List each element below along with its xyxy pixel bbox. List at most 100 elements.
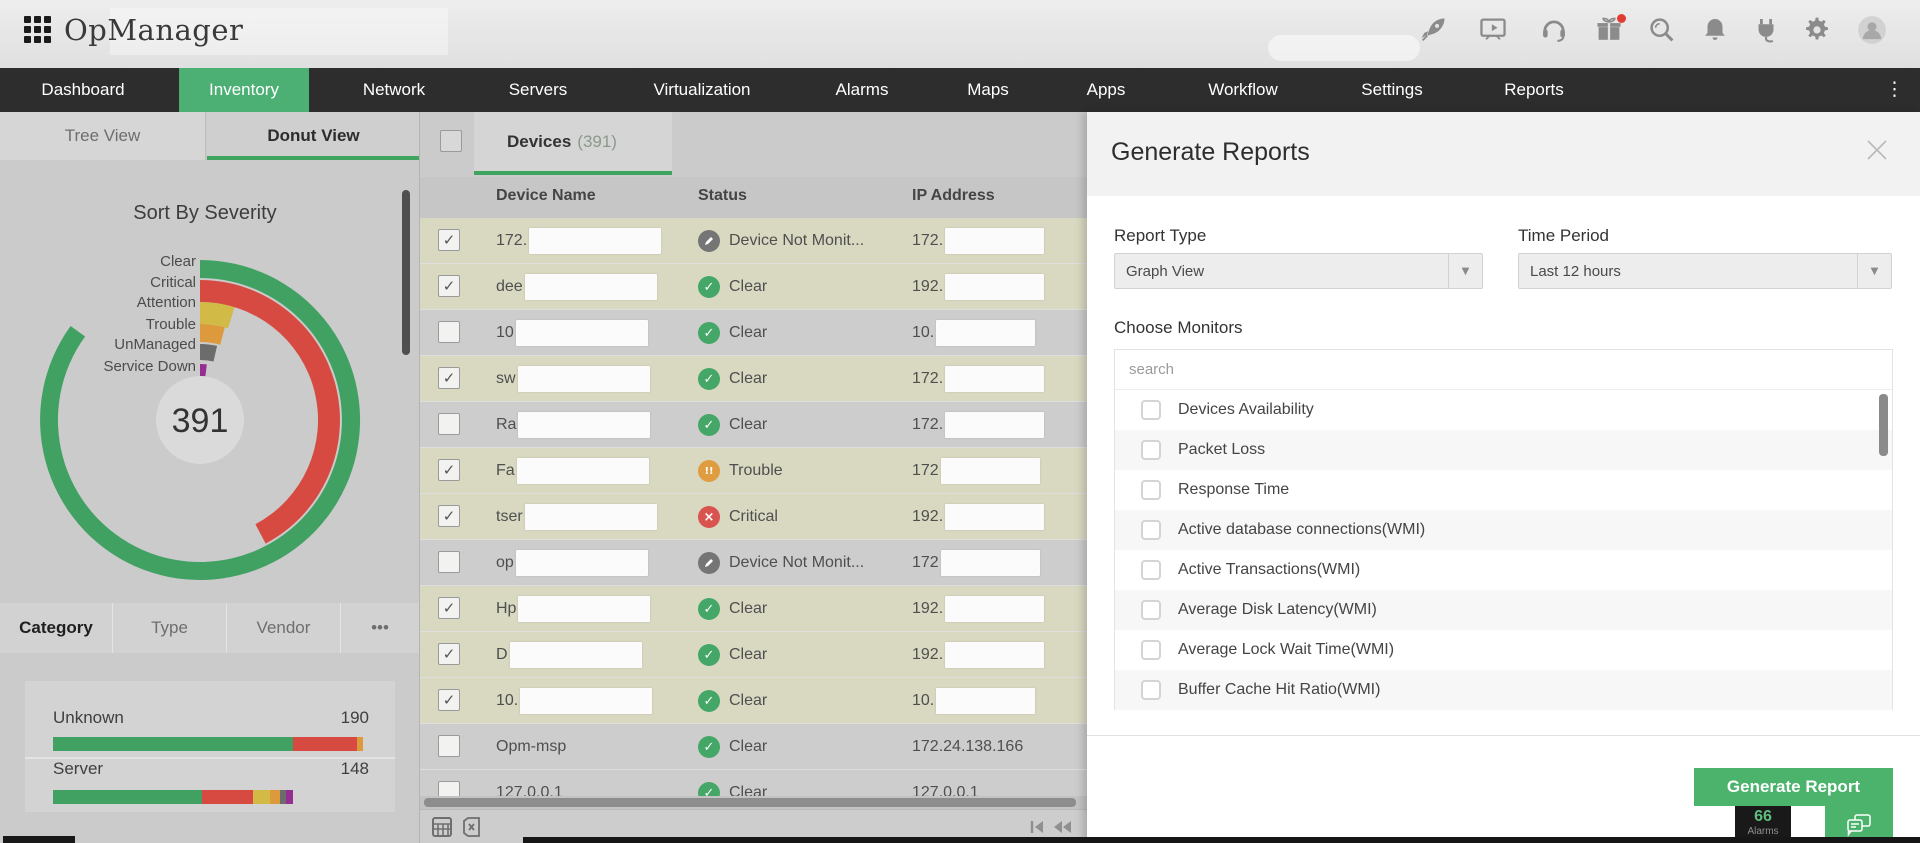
- monitor-checkbox[interactable]: [1141, 520, 1161, 540]
- table-row[interactable]: ✓ 10. ✓ Clear 10.: [420, 678, 1087, 724]
- row-checkbox[interactable]: ✓: [438, 459, 460, 481]
- row-checkbox[interactable]: ✓: [438, 367, 460, 389]
- nav-item-dashboard[interactable]: Dashboard: [41, 80, 125, 99]
- gift-icon[interactable]: [1591, 12, 1627, 48]
- row-checkbox[interactable]: ✓: [438, 597, 460, 619]
- presentation-icon[interactable]: [1475, 12, 1511, 48]
- search-icon[interactable]: [1644, 12, 1680, 48]
- donut-segment-trouble[interactable]: [200, 324, 225, 345]
- monitor-checkbox[interactable]: [1141, 400, 1161, 420]
- donut-segment-attention[interactable]: [200, 302, 235, 329]
- column-ip-address[interactable]: IP Address: [912, 187, 995, 204]
- donut-segment-critical[interactable]: [200, 280, 340, 544]
- monitor-label: Response Time: [1178, 481, 1290, 498]
- table-row[interactable]: ✓ D ✓ Clear 192.: [420, 632, 1087, 678]
- monitor-row[interactable]: Average Lock Wait Time(WMI): [1115, 630, 1892, 670]
- table-row[interactable]: Opm-msp ✓ Clear 172.24.138.166: [420, 724, 1087, 770]
- pagination-first-page-icon[interactable]: [1028, 818, 1046, 836]
- nav-item-apps[interactable]: Apps: [1086, 80, 1126, 99]
- pagination-previous-page-icon[interactable]: [1052, 818, 1072, 836]
- nav-item-virtualization[interactable]: Virtualization: [653, 80, 751, 99]
- app-launcher-grid-icon[interactable]: [24, 16, 51, 43]
- cat-tab-category[interactable]: Category: [0, 603, 113, 653]
- nav-item-maps[interactable]: Maps: [967, 80, 1009, 99]
- headset-icon[interactable]: [1536, 12, 1572, 48]
- table-row[interactable]: ✓ Hp ✓ Clear 192.: [420, 586, 1087, 632]
- support-chat-button[interactable]: [1825, 806, 1893, 843]
- monitor-checkbox[interactable]: [1141, 640, 1161, 660]
- cat-tab-more[interactable]: •••: [341, 603, 420, 653]
- monitors-scrollbar[interactable]: [1879, 394, 1888, 456]
- donut-segment-service-down[interactable]: [200, 363, 207, 377]
- monitor-row[interactable]: Response Time: [1115, 470, 1892, 510]
- row-checkbox[interactable]: ✓: [438, 643, 460, 665]
- monitor-checkbox[interactable]: [1141, 600, 1161, 620]
- left-panel-scrollbar[interactable]: [402, 190, 410, 355]
- nav-item-reports[interactable]: Reports: [1504, 80, 1564, 99]
- plug-icon[interactable]: [1748, 12, 1784, 48]
- rocket-icon[interactable]: [1415, 12, 1451, 48]
- cat-tab-vendor[interactable]: Vendor: [227, 603, 341, 653]
- generate-report-button[interactable]: Generate Report: [1694, 768, 1893, 806]
- row-checkbox[interactable]: [438, 781, 460, 799]
- monitor-checkbox[interactable]: [1141, 680, 1161, 700]
- row-checkbox[interactable]: ✓: [438, 689, 460, 711]
- monitor-row[interactable]: Packet Loss: [1115, 430, 1892, 470]
- column-device-name[interactable]: Device Name: [496, 187, 596, 204]
- table-row[interactable]: ✓ dee ✓ Clear 192.: [420, 264, 1087, 310]
- nav-item-network[interactable]: Network: [362, 80, 426, 99]
- table-row[interactable]: 10 ✓ Clear 10.: [420, 310, 1087, 356]
- table-row[interactable]: ✓ 172. Device Not Monit... 172.: [420, 218, 1087, 264]
- table-row[interactable]: ✓ tser × Critical 192.: [420, 494, 1087, 540]
- monitor-row[interactable]: Active Transactions(WMI): [1115, 550, 1892, 590]
- tab-devices[interactable]: Devices (391): [474, 112, 672, 175]
- export-table-icon[interactable]: [430, 815, 454, 839]
- table-row[interactable]: op Device Not Monit... 172: [420, 540, 1087, 586]
- monitor-checkbox[interactable]: [1141, 480, 1161, 500]
- avatar-icon[interactable]: [1854, 12, 1890, 48]
- select-all-checkbox[interactable]: [440, 130, 462, 152]
- gear-icon[interactable]: [1799, 12, 1835, 48]
- nav-item-settings[interactable]: Settings: [1361, 80, 1423, 99]
- table-row[interactable]: ✓ Fa!! Trouble 172: [420, 448, 1087, 494]
- table-row[interactable]: Ra ✓ Clear 172.: [420, 402, 1087, 448]
- tab-tree-view[interactable]: Tree View: [0, 112, 206, 160]
- monitor-search-input[interactable]: [1115, 350, 1892, 390]
- row-checkbox[interactable]: ✓: [438, 505, 460, 527]
- time-period-select[interactable]: Last 12 hours ▼: [1518, 253, 1892, 289]
- export-excel-icon[interactable]: [460, 815, 484, 839]
- category-bar[interactable]: [53, 737, 363, 751]
- bell-icon[interactable]: [1697, 12, 1733, 48]
- row-checkbox[interactable]: [438, 735, 460, 757]
- bar-segment: [286, 790, 293, 804]
- tab-donut-view[interactable]: Donut View: [207, 112, 420, 160]
- nav-item-workflow[interactable]: Workflow: [1208, 80, 1278, 99]
- monitor-checkbox[interactable]: [1141, 560, 1161, 580]
- alarms-badge[interactable]: 66 Alarms: [1735, 806, 1791, 843]
- category-bar[interactable]: [53, 790, 293, 804]
- nav-item-servers[interactable]: Servers: [508, 80, 568, 99]
- report-type-select[interactable]: Graph View ▼: [1114, 253, 1483, 289]
- row-checkbox[interactable]: [438, 321, 460, 343]
- row-checkbox[interactable]: ✓: [438, 275, 460, 297]
- monitor-row[interactable]: Buffer Cache Hit Ratio(WMI): [1115, 670, 1892, 710]
- severity-donut-chart[interactable]: 391: [0, 160, 420, 620]
- row-checkbox[interactable]: [438, 551, 460, 573]
- close-icon[interactable]: [1858, 131, 1896, 169]
- horizontal-scrollbar[interactable]: [424, 798, 1076, 807]
- column-status[interactable]: Status: [698, 187, 747, 204]
- donut-segment-unmanaged[interactable]: [200, 343, 218, 362]
- table-row[interactable]: ✓ sw ✓ Clear 172.: [420, 356, 1087, 402]
- nav-item-inventory[interactable]: Inventory: [179, 68, 309, 112]
- row-checkbox[interactable]: [438, 413, 460, 435]
- monitor-row[interactable]: Active database connections(WMI): [1115, 510, 1892, 550]
- monitor-row[interactable]: Devices Availability: [1115, 390, 1892, 430]
- row-checkbox[interactable]: ✓: [438, 229, 460, 251]
- monitor-checkbox[interactable]: [1141, 440, 1161, 460]
- legend-clear: Clear: [160, 253, 196, 270]
- table-row[interactable]: 127.0.0.1 ✓ Clear 127.0.0.1: [420, 770, 1087, 799]
- nav-item-alarms[interactable]: Alarms: [835, 80, 889, 99]
- nav-overflow-kebab-icon[interactable]: ⋮: [1885, 78, 1904, 100]
- monitor-row[interactable]: Average Disk Latency(WMI): [1115, 590, 1892, 630]
- cat-tab-type[interactable]: Type: [113, 603, 227, 653]
